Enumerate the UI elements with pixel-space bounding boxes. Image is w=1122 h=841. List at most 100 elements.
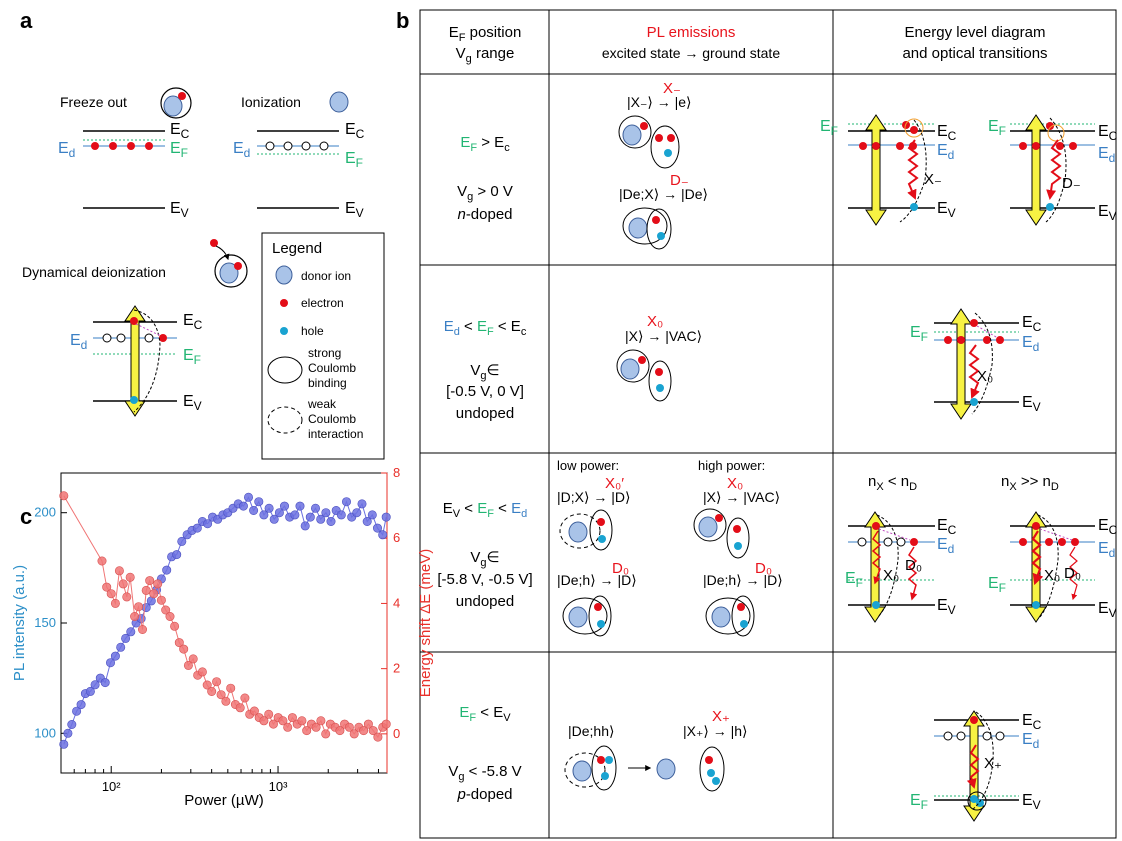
ev-label-2: EV	[345, 200, 364, 220]
ionization-bands	[257, 130, 339, 209]
data-point	[295, 501, 305, 511]
data-point	[156, 595, 166, 605]
data-point	[134, 602, 144, 612]
data-point	[238, 501, 248, 511]
data-point	[357, 499, 367, 509]
y-left-tick-label: 200	[34, 505, 56, 520]
data-point	[130, 611, 140, 621]
row3-ef1: EF	[845, 570, 863, 590]
row-3: EV < EF < Ed Vg∈ [-5.8 V, -0.5 V] undope…	[437, 458, 1118, 637]
freeze-out-bands	[83, 130, 165, 209]
row3-doping: undoped	[456, 593, 514, 610]
legend-weak-icon	[267, 406, 303, 434]
row2-particles	[616, 349, 672, 402]
row3-particles-high2	[705, 595, 755, 637]
data-point	[316, 716, 326, 726]
y-right-tick-label: 0	[393, 726, 400, 741]
x-tick-label: 10³	[269, 779, 288, 794]
data-point	[106, 658, 116, 668]
data-point	[76, 700, 86, 710]
row1-ed2: Ed	[1098, 145, 1115, 165]
row1-diagram-d	[1010, 114, 1095, 226]
row2-transition: |X⟩ → |VAC⟩	[625, 328, 702, 344]
donor-ion-icon	[329, 91, 349, 113]
data-point	[141, 585, 151, 595]
data-point	[161, 605, 171, 615]
data-point	[362, 516, 372, 526]
data-point	[311, 722, 321, 732]
row3-diagram-high	[1010, 511, 1095, 623]
legend-electron: electron	[301, 296, 344, 310]
row1-diagram-x	[848, 114, 935, 226]
header-col3-line2: and optical transitions	[902, 45, 1047, 62]
data-point	[203, 519, 213, 529]
y-right-tick-label: 2	[393, 661, 400, 676]
dynamical-label: Dynamical deionization	[22, 264, 166, 280]
row3-ec2: EC	[1098, 517, 1118, 537]
header-col1-line2: Vg range	[456, 45, 515, 65]
row2-ec: EC	[1022, 314, 1042, 334]
freeze-out-label: Freeze out	[60, 94, 127, 110]
row2-diagram	[934, 308, 1019, 420]
row1-condition: EF > Ec	[460, 134, 510, 154]
row-4: EF < EV Vg < -5.8 V p-doped |De;hh⟩ |X₊⟩…	[448, 704, 1042, 822]
legend-title: Legend	[272, 240, 322, 257]
data-point	[110, 598, 120, 608]
data-point	[249, 505, 259, 515]
data-point	[240, 693, 250, 703]
row3-particles-low1	[559, 509, 613, 551]
legend-donor: donor ion	[301, 269, 351, 283]
row3-low-d0: D₀	[905, 557, 922, 574]
data-point	[172, 550, 182, 560]
row1-transition1-label: X₋	[663, 80, 681, 97]
data-point	[100, 678, 110, 688]
data-point	[125, 572, 135, 582]
data-point	[249, 706, 259, 716]
data-point	[118, 579, 128, 589]
row4-t2-label: X₊	[712, 708, 730, 725]
data-point	[326, 516, 336, 526]
row3-ed1: Ed	[937, 536, 954, 556]
ef-label-3: EF	[183, 347, 201, 367]
data-point	[149, 589, 159, 599]
row2-ev: EV	[1022, 394, 1041, 414]
ed-label: Ed	[58, 140, 75, 160]
row3-low-x0: X₀	[883, 567, 899, 584]
data-point	[126, 627, 136, 637]
row3-ed2: Ed	[1098, 540, 1115, 560]
data-point	[226, 683, 236, 693]
data-point	[259, 510, 269, 520]
row2-diag-label: X₀	[977, 368, 993, 385]
data-point	[302, 726, 312, 736]
row1-transition2-label: D₋	[670, 172, 689, 189]
data-point	[310, 503, 320, 513]
data-point	[162, 565, 172, 575]
data-point	[297, 716, 307, 726]
row4-doping: p-doped	[456, 786, 512, 803]
data-point	[102, 582, 112, 592]
y-right-tick-label: 4	[393, 595, 400, 610]
row3-nx-lt: nX < nD	[868, 473, 917, 493]
data-point	[110, 651, 120, 661]
row2-doping: undoped	[456, 405, 514, 422]
data-point	[244, 492, 254, 502]
data-point	[287, 713, 297, 723]
x-tick-label: 10²	[102, 779, 121, 794]
row2-ef: EF	[910, 324, 928, 344]
data-point	[336, 510, 346, 520]
ec-label: EC	[170, 121, 190, 141]
y-right-axis-label: Energy shift ΔE (meV)	[417, 549, 434, 697]
row1-ev2: EV	[1098, 203, 1117, 223]
data-point	[174, 638, 184, 648]
data-point	[254, 497, 264, 507]
row2-vg1: Vg∈	[470, 362, 499, 382]
legend-donor-icon	[275, 265, 293, 285]
row3-high-x0: X₀	[1044, 567, 1060, 584]
data-point	[97, 556, 107, 566]
row4-t1: |De;hh⟩	[568, 723, 614, 739]
plot-series	[59, 491, 391, 749]
data-point	[170, 621, 180, 631]
plot-axes: 10² 10³ 100 150 200 0 2 4 6 8	[34, 465, 400, 794]
data-point	[378, 530, 388, 540]
